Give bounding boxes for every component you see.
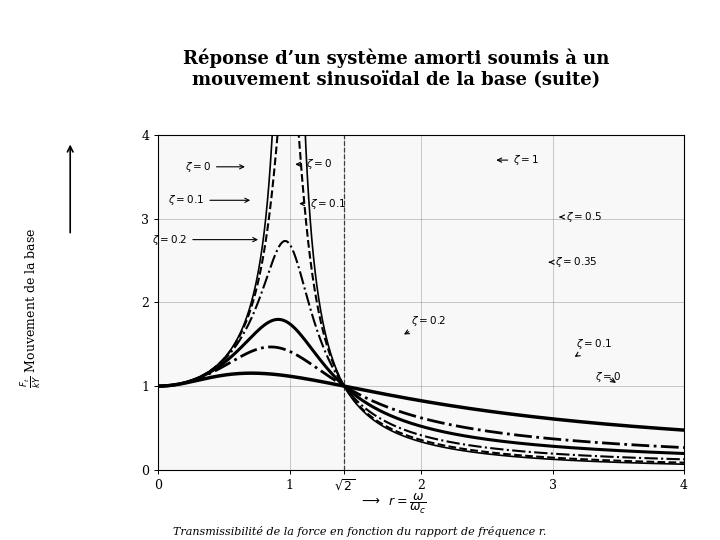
Text: $\zeta = 0.2$: $\zeta = 0.2$ xyxy=(405,314,446,334)
Text: $\zeta = 0.1$: $\zeta = 0.1$ xyxy=(300,197,346,211)
Text: Transmissibilité de la force en fonction du rapport de fréquence r.: Transmissibilité de la force en fonction… xyxy=(174,526,546,537)
Text: $\zeta = 0.1$: $\zeta = 0.1$ xyxy=(576,337,612,356)
Text: $\zeta = 0.2$: $\zeta = 0.2$ xyxy=(152,233,257,247)
Text: $\zeta = 0.5$: $\zeta = 0.5$ xyxy=(560,210,602,224)
Text: $\zeta = 0$: $\zeta = 0$ xyxy=(185,160,244,174)
Text: $\zeta = 0.1$: $\zeta = 0.1$ xyxy=(168,193,249,207)
Text: $\zeta = 1$: $\zeta = 1$ xyxy=(498,153,539,167)
Text: $\zeta = 0.35$: $\zeta = 0.35$ xyxy=(549,255,598,269)
Text: $\longrightarrow \;\; r = \dfrac{\omega}{\omega_c}$: $\longrightarrow \;\; r = \dfrac{\omega}… xyxy=(359,492,426,516)
Text: $\zeta = 0$: $\zeta = 0$ xyxy=(297,157,332,171)
Text: Réponse d’un système amorti soumis à un
mouvement sinusoïdal de la base (suite): Réponse d’un système amorti soumis à un … xyxy=(183,49,609,89)
Text: $\frac{F_t}{kY}$ Mouvement de la base: $\frac{F_t}{kY}$ Mouvement de la base xyxy=(20,227,45,388)
Text: $\zeta = 0$: $\zeta = 0$ xyxy=(595,370,621,384)
